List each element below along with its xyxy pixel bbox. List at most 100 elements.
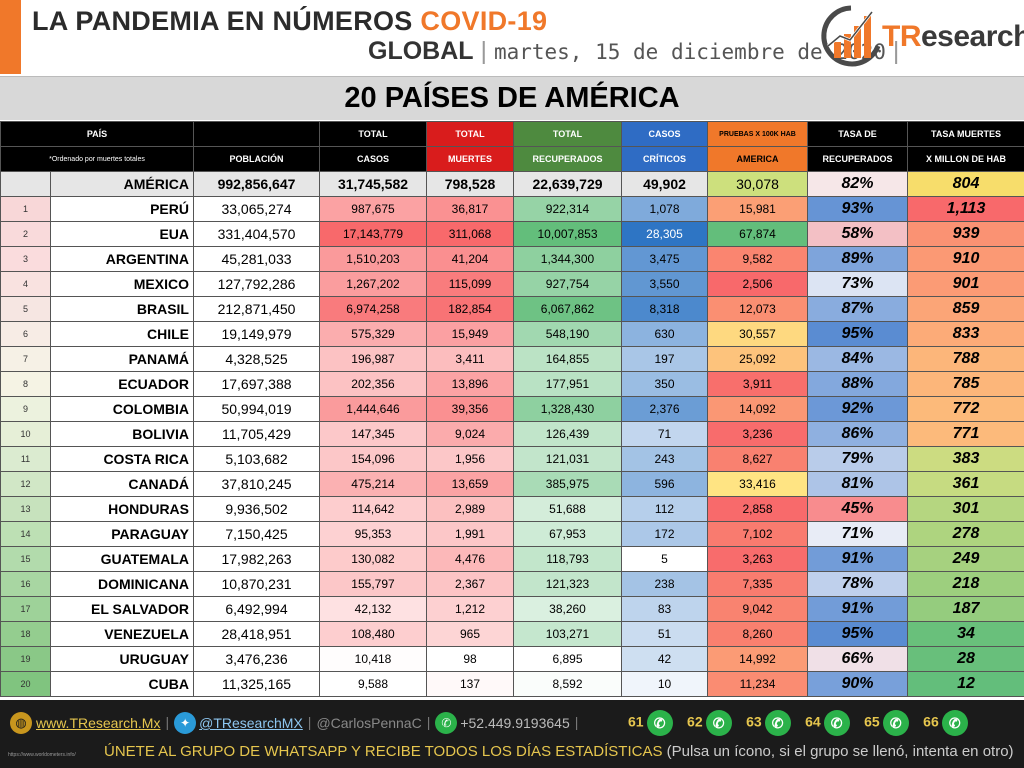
population-cell: 50,994,019: [193, 396, 320, 422]
country-cell: CUBA: [50, 671, 194, 697]
cases-cell: 17,143,779: [319, 221, 427, 247]
rank-cell: [0, 171, 51, 197]
table-row: 20 CUBA 11,325,165 9,588 137 8,592 10 11,234 90%…: [0, 671, 1024, 697]
population-cell: 9,936,502: [193, 496, 320, 522]
population-cell: 17,982,263: [193, 546, 320, 572]
whatsapp-group-64[interactable]: 64 ✆: [805, 710, 853, 736]
population-cell: 10,870,231: [193, 571, 320, 597]
deaths-cell: 311,068: [426, 221, 514, 247]
recovered-cell: 10,007,853: [513, 221, 622, 247]
cases-cell: 147,345: [319, 421, 427, 447]
death-rate-cell: 301: [907, 496, 1024, 522]
deaths-cell: 41,204: [426, 246, 514, 272]
recovery-rate-cell: 91%: [807, 546, 908, 572]
whatsapp-group-62[interactable]: 62 ✆: [687, 710, 735, 736]
cases-cell: 1,267,202: [319, 271, 427, 297]
col-header-critical-2: CRÍTICOS: [621, 146, 708, 172]
whatsapp-icon[interactable]: ✆: [764, 710, 791, 736]
twitter-icon[interactable]: ✦: [174, 712, 197, 734]
tests-cell: 14,992: [707, 646, 808, 672]
table-row: 14 PARAGUAY 7,150,425 95,353 1,991 67,953 172 7…: [0, 521, 1024, 547]
deaths-cell: 3,411: [426, 346, 514, 372]
cases-cell: 475,214: [319, 471, 427, 497]
critical-cell: 8,318: [621, 296, 708, 322]
whatsapp-icon[interactable]: ✆: [941, 710, 968, 736]
recovery-rate-cell: 90%: [807, 671, 908, 697]
whatsapp-group-65[interactable]: 65 ✆: [864, 710, 912, 736]
deaths-cell: 1,991: [426, 521, 514, 547]
recovery-rate-cell: 95%: [807, 321, 908, 347]
tests-cell: 14,092: [707, 396, 808, 422]
twitter-handle-2[interactable]: @CarlosPennaC: [316, 715, 422, 731]
table-row: 10 BOLIVIA 11,705,429 147,345 9,024 126,439 71…: [0, 421, 1024, 447]
divider: |: [307, 713, 312, 730]
whatsapp-icon[interactable]: ✆: [435, 712, 458, 734]
death-rate-cell: 804: [907, 171, 1024, 197]
death-rate-cell: 1,113: [907, 196, 1024, 222]
recovery-rate-cell: 82%: [807, 171, 908, 197]
deaths-cell: 36,817: [426, 196, 514, 222]
deaths-cell: 39,356: [426, 396, 514, 422]
deaths-cell: 798,528: [426, 171, 514, 197]
deaths-cell: 182,854: [426, 296, 514, 322]
country-cell: PERÚ: [50, 196, 194, 222]
table-row: 4 MEXICO 127,792,286 1,267,202 115,099 927,75…: [0, 271, 1024, 297]
cases-cell: 9,588: [319, 671, 427, 697]
population-cell: 37,810,245: [193, 471, 320, 497]
deaths-cell: 137: [426, 671, 514, 697]
tests-cell: 8,627: [707, 446, 808, 472]
deaths-cell: 98: [426, 646, 514, 672]
whatsapp-icon[interactable]: ✆: [823, 710, 850, 736]
page-title: LA PANDEMIA EN NÚMEROS COVID-19: [32, 6, 547, 37]
rank-cell: 7: [0, 346, 51, 372]
cases-cell: 987,675: [319, 196, 427, 222]
table-row: 9 COLOMBIA 50,994,019 1,444,646 39,356 1,328,…: [0, 396, 1024, 422]
deaths-cell: 2,989: [426, 496, 514, 522]
critical-cell: 238: [621, 571, 708, 597]
recovered-cell: 8,592: [513, 671, 622, 697]
deaths-cell: 15,949: [426, 321, 514, 347]
whatsapp-group-63[interactable]: 63 ✆: [746, 710, 794, 736]
deaths-cell: 13,896: [426, 371, 514, 397]
country-cell: CANADÁ: [50, 471, 194, 497]
recovered-cell: 177,951: [513, 371, 622, 397]
twitter-link[interactable]: @TResearchMX: [199, 715, 303, 731]
death-rate-cell: 278: [907, 521, 1024, 547]
country-cell: COSTA RICA: [50, 446, 194, 472]
death-rate-cell: 34: [907, 621, 1024, 647]
rank-cell: 13: [0, 496, 51, 522]
death-rate-cell: 218: [907, 571, 1024, 597]
recovery-rate-cell: 71%: [807, 521, 908, 547]
death-rate-cell: 788: [907, 346, 1024, 372]
country-cell: ECUADOR: [50, 371, 194, 397]
tests-cell: 15,981: [707, 196, 808, 222]
deaths-cell: 4,476: [426, 546, 514, 572]
cases-cell: 202,356: [319, 371, 427, 397]
tests-cell: 2,506: [707, 271, 808, 297]
recovered-cell: 6,067,862: [513, 296, 622, 322]
critical-cell: 28,305: [621, 221, 708, 247]
rank-cell: 20: [0, 671, 51, 697]
population-cell: 127,792,286: [193, 271, 320, 297]
critical-cell: 596: [621, 471, 708, 497]
recovery-rate-cell: 78%: [807, 571, 908, 597]
cases-cell: 31,745,582: [319, 171, 427, 197]
whatsapp-icon[interactable]: ✆: [882, 710, 909, 736]
divider: |: [892, 37, 900, 65]
tests-cell: 7,102: [707, 521, 808, 547]
col-header-america: AMERICA: [707, 146, 808, 172]
recovered-cell: 51,688: [513, 496, 622, 522]
death-rate-cell: 361: [907, 471, 1024, 497]
rank-cell: 4: [0, 271, 51, 297]
header-row-2: *Ordenado por muertes totales POBLACIÓN …: [0, 146, 1024, 172]
whatsapp-group-66[interactable]: 66 ✆: [923, 710, 971, 736]
whatsapp-group-61[interactable]: 61 ✆: [628, 710, 676, 736]
population-cell: 11,705,429: [193, 421, 320, 447]
source-url[interactable]: https://www.worldometers.info/: [8, 752, 76, 758]
whatsapp-icon[interactable]: ✆: [646, 710, 673, 736]
tests-cell: 25,092: [707, 346, 808, 372]
deaths-cell: 965: [426, 621, 514, 647]
whatsapp-icon[interactable]: ✆: [705, 710, 732, 736]
col-header-total-recovered: TOTAL: [513, 121, 622, 147]
website-link[interactable]: www.TResearch.Mx: [36, 715, 161, 731]
